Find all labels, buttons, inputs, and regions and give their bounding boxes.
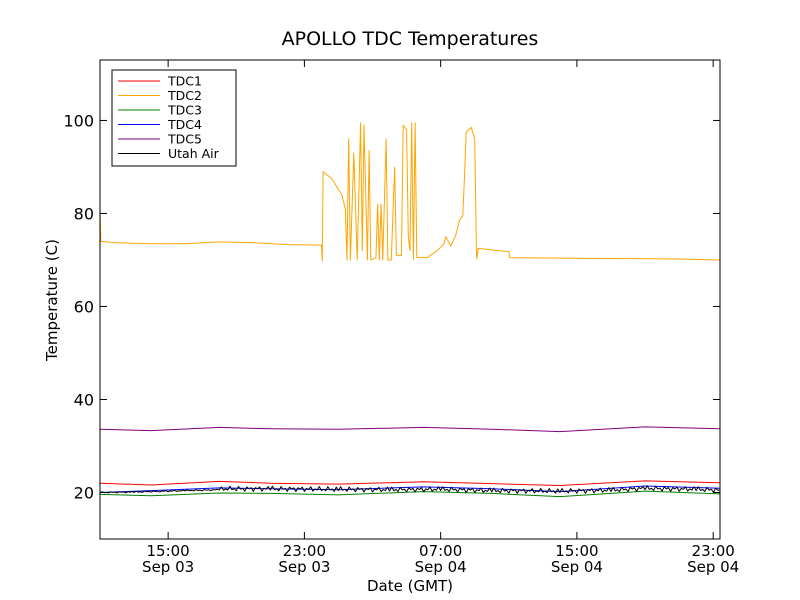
y-tick-label: 60 (74, 297, 94, 316)
series-line-utah-air (99, 485, 721, 494)
x-tick-label-date: Sep 03 (278, 558, 330, 576)
legend-label-tdc2: TDC2 (167, 88, 202, 103)
series-line-tdc3 (99, 490, 721, 498)
legend-label-tdc1: TDC1 (167, 74, 202, 89)
y-tick-label: 20 (74, 483, 94, 502)
legend-box (111, 69, 237, 167)
legend-label-tdc5: TDC5 (167, 132, 202, 147)
series-line-tdc1 (99, 480, 721, 487)
series-line-tdc5 (99, 426, 721, 433)
x-tick-label-time: 15:00 (147, 542, 190, 560)
x-tick-label-date: Sep 04 (551, 558, 603, 576)
x-tick-label-time: 15:00 (555, 542, 598, 560)
x-tick-label-date: Sep 04 (415, 558, 467, 576)
chart-title: APOLLO TDC Temperatures (282, 28, 539, 50)
y-axis-label: Temperature (C) (43, 239, 61, 362)
series-line-tdc2 (99, 122, 721, 262)
x-tick-label-time: 23:00 (692, 542, 735, 560)
y-tick-label: 80 (74, 204, 94, 223)
plot-frame (99, 59, 721, 540)
x-axis-label: Date (GMT) (367, 577, 453, 595)
legend-label-tdc4: TDC4 (167, 117, 202, 132)
series-line-tdc4 (99, 485, 721, 493)
x-tick-label-time: 07:00 (419, 542, 462, 560)
y-tick-label: 100 (63, 111, 94, 130)
x-tick-label-date: Sep 03 (142, 558, 194, 576)
x-tick-label-time: 23:00 (283, 542, 326, 560)
legend-label-tdc3: TDC3 (167, 103, 202, 118)
x-tick-label-date: Sep 04 (687, 558, 739, 576)
series-layer (99, 122, 721, 498)
y-tick-label: 40 (74, 390, 94, 409)
legend-label-utah-air: Utah Air (168, 146, 220, 161)
